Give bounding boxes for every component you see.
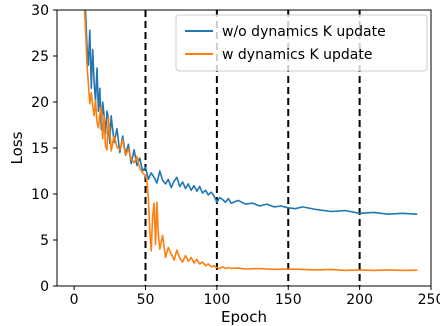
series-lines — [83, 10, 418, 272]
y-axis: 0 5 10 15 20 25 30 — [31, 3, 57, 295]
y-axis-label: Loss — [8, 131, 26, 164]
legend: w/o dynamics K update w dynamics K updat… — [175, 14, 428, 72]
y-tick-label: 10 — [31, 187, 49, 203]
y-tick-label: 15 — [31, 141, 49, 157]
series-line-without-update — [84, 10, 418, 215]
x-tick-label: 200 — [346, 292, 373, 308]
y-tick-label: 20 — [31, 95, 49, 111]
y-tick-label: 5 — [40, 233, 49, 249]
series-line-with-update — [83, 10, 418, 272]
legend-label-without-update: w/o dynamics K update — [222, 24, 386, 40]
x-tick-label: 100 — [204, 292, 231, 308]
y-tick-label: 25 — [31, 49, 49, 65]
y-tick-label: 30 — [31, 3, 49, 19]
x-axis: 0 50 100 150 200 250 — [70, 286, 440, 308]
legend-label-with-update: w dynamics K update — [222, 47, 372, 63]
legend-box — [175, 14, 428, 72]
x-tick-label: 150 — [275, 292, 302, 308]
x-axis-label: Epoch — [221, 308, 267, 326]
x-tick-label: 50 — [137, 292, 155, 308]
x-tick-label: 250 — [418, 292, 440, 308]
y-tick-label: 0 — [40, 279, 49, 295]
x-tick-label: 0 — [70, 292, 79, 308]
